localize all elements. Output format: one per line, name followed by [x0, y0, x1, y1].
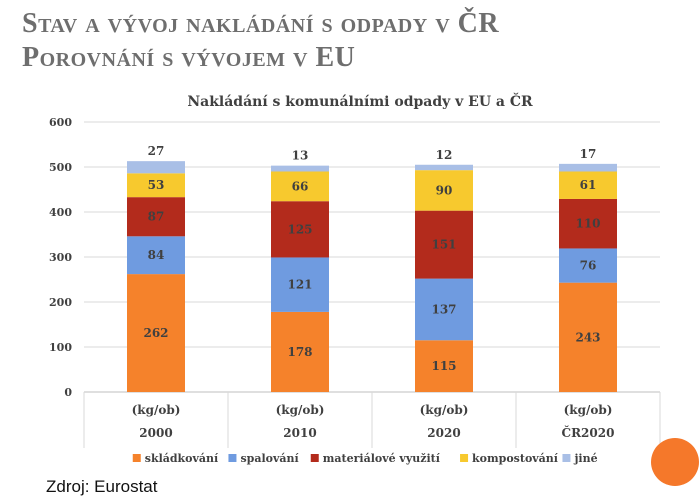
x-unit-label: (kg/ob)	[420, 403, 469, 417]
data-label: 151	[431, 238, 456, 252]
bar-segment	[271, 165, 329, 172]
legend-swatch	[460, 454, 469, 462]
bar-segment	[415, 340, 473, 392]
bar-segment	[415, 170, 473, 211]
bar-segment	[415, 210, 473, 279]
bar-segment	[559, 198, 617, 249]
y-tick-label: 600	[49, 116, 72, 129]
data-label: 27	[148, 144, 165, 158]
data-label: 137	[431, 302, 456, 316]
title-line-1: Stav a vývoj nakládání s odpady v ČR	[22, 8, 500, 39]
data-label: 76	[580, 259, 597, 273]
bar-segment	[127, 236, 185, 275]
bar-segment	[559, 171, 617, 199]
x-category-label: ČR2020	[562, 424, 615, 440]
bar-segment	[415, 164, 473, 171]
legend-label: kompostování	[472, 452, 559, 465]
stacked-bar-chart: Nakládání s komunálními odpady v EU a ČR…	[49, 92, 661, 465]
data-label: 61	[580, 178, 597, 192]
data-label: 110	[575, 217, 600, 231]
bar-segment	[127, 161, 185, 174]
bar-segment	[415, 278, 473, 341]
bar-segment	[127, 173, 185, 198]
decorative-orange-circle	[651, 438, 699, 486]
y-tick-label: 0	[64, 386, 72, 399]
legend-swatch	[228, 454, 237, 462]
bar-segment	[271, 311, 329, 392]
bar-segment	[271, 201, 329, 258]
data-label: 84	[148, 248, 165, 262]
data-label: 262	[143, 326, 168, 340]
data-label: 13	[292, 149, 309, 163]
data-label: 12	[436, 148, 453, 162]
bar-segment	[559, 163, 617, 172]
chart-title: Nakládání s komunálními odpady v EU a ČR	[187, 92, 533, 110]
y-tick-label: 200	[49, 296, 72, 309]
y-tick-label: 500	[49, 161, 72, 174]
x-unit-label: (kg/ob)	[564, 403, 613, 417]
data-label: 178	[287, 345, 312, 359]
x-category-label: 2020	[427, 426, 460, 440]
x-category-label: 2000	[139, 426, 172, 440]
data-label: 121	[287, 278, 312, 292]
x-unit-label: (kg/ob)	[132, 403, 181, 417]
bar-segment	[559, 282, 617, 392]
bar-segment	[271, 257, 329, 312]
legend-swatch	[132, 454, 141, 462]
bar-segment	[559, 248, 617, 283]
legend-swatch	[310, 454, 319, 462]
y-tick-label: 100	[49, 341, 72, 354]
legend-swatch	[562, 454, 571, 462]
slide-title: Stav a vývoj nakládání s odpady v ČR Por…	[22, 8, 499, 74]
data-label: 115	[431, 359, 456, 373]
data-label: 125	[287, 222, 312, 236]
legend-label: materiálové využití	[323, 452, 441, 465]
title-line-2: Porovnání s vývojem v EU	[22, 42, 356, 73]
data-label: 17	[580, 147, 597, 161]
data-label: 53	[148, 178, 165, 192]
data-label: 87	[148, 210, 165, 224]
legend-label: spalování	[240, 452, 299, 465]
y-tick-label: 400	[49, 206, 72, 219]
x-unit-label: (kg/ob)	[276, 403, 325, 417]
legend-label: jiné	[573, 452, 597, 465]
legend-label: skládkování	[145, 452, 219, 465]
y-tick-label: 300	[49, 251, 72, 264]
bar-segment	[127, 197, 185, 237]
x-category-label: 2010	[283, 426, 316, 440]
source-note: Zdroj: Eurostat	[46, 477, 158, 496]
data-label: 243	[575, 330, 600, 344]
data-label: 90	[436, 183, 453, 197]
data-label: 66	[292, 179, 309, 193]
bar-segment	[271, 171, 329, 202]
bar-segment	[127, 274, 185, 392]
